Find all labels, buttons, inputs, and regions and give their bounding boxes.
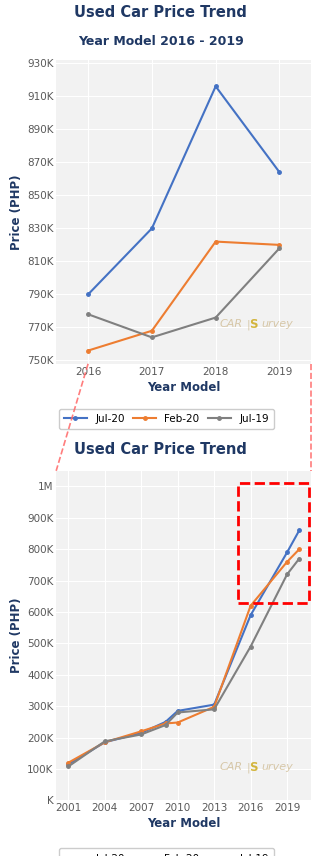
Text: S: S: [249, 761, 257, 774]
Text: CAR: CAR: [219, 763, 242, 772]
Text: Year Model 2016 - 2019: Year Model 2016 - 2019: [78, 34, 243, 48]
X-axis label: Year Model: Year Model: [147, 817, 221, 830]
Legend: Jul-20, Feb-20, Jul-19: Jul-20, Feb-20, Jul-19: [59, 408, 274, 429]
X-axis label: Year Model: Year Model: [147, 381, 221, 394]
Text: |: |: [247, 319, 251, 330]
Bar: [239, 484, 309, 603]
Text: CAR: CAR: [219, 319, 242, 330]
Text: Used Car Price Trend: Used Car Price Trend: [74, 442, 247, 457]
Text: urvey: urvey: [262, 763, 293, 772]
Y-axis label: Price (PHP): Price (PHP): [10, 597, 23, 674]
Text: Used Car Price Trend: Used Car Price Trend: [74, 5, 247, 21]
Text: urvey: urvey: [262, 319, 293, 330]
Text: |: |: [247, 762, 251, 773]
Y-axis label: Price (PHP): Price (PHP): [10, 174, 23, 250]
Text: S: S: [249, 318, 257, 330]
Legend: Jul-20, Feb-20, Jul-19: Jul-20, Feb-20, Jul-19: [59, 848, 274, 856]
